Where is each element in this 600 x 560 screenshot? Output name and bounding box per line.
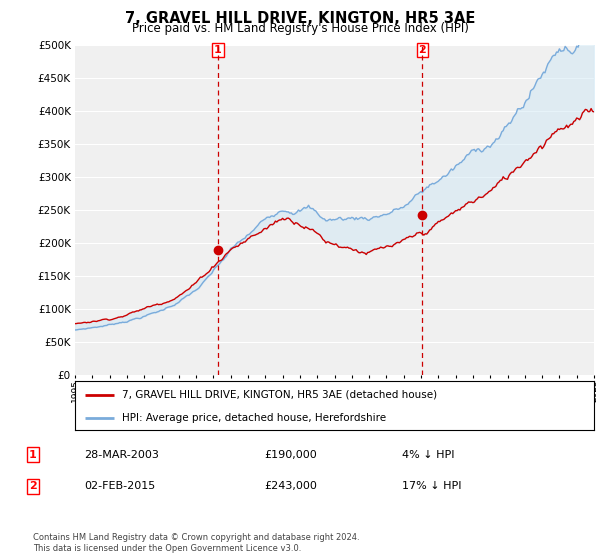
- Text: Contains HM Land Registry data © Crown copyright and database right 2024.
This d: Contains HM Land Registry data © Crown c…: [33, 533, 359, 553]
- Text: 1: 1: [29, 450, 37, 460]
- Text: 2: 2: [29, 481, 37, 491]
- Text: 28-MAR-2003: 28-MAR-2003: [84, 450, 159, 460]
- Text: 02-FEB-2015: 02-FEB-2015: [84, 481, 155, 491]
- Text: 7, GRAVEL HILL DRIVE, KINGTON, HR5 3AE: 7, GRAVEL HILL DRIVE, KINGTON, HR5 3AE: [125, 11, 475, 26]
- Text: HPI: Average price, detached house, Herefordshire: HPI: Average price, detached house, Here…: [122, 413, 386, 423]
- Text: £190,000: £190,000: [264, 450, 317, 460]
- Text: 17% ↓ HPI: 17% ↓ HPI: [402, 481, 461, 491]
- Text: £243,000: £243,000: [264, 481, 317, 491]
- Text: 4% ↓ HPI: 4% ↓ HPI: [402, 450, 455, 460]
- Text: 7, GRAVEL HILL DRIVE, KINGTON, HR5 3AE (detached house): 7, GRAVEL HILL DRIVE, KINGTON, HR5 3AE (…: [122, 390, 437, 400]
- Text: 1: 1: [214, 45, 221, 55]
- Text: 2: 2: [419, 45, 426, 55]
- Text: Price paid vs. HM Land Registry's House Price Index (HPI): Price paid vs. HM Land Registry's House …: [131, 22, 469, 35]
